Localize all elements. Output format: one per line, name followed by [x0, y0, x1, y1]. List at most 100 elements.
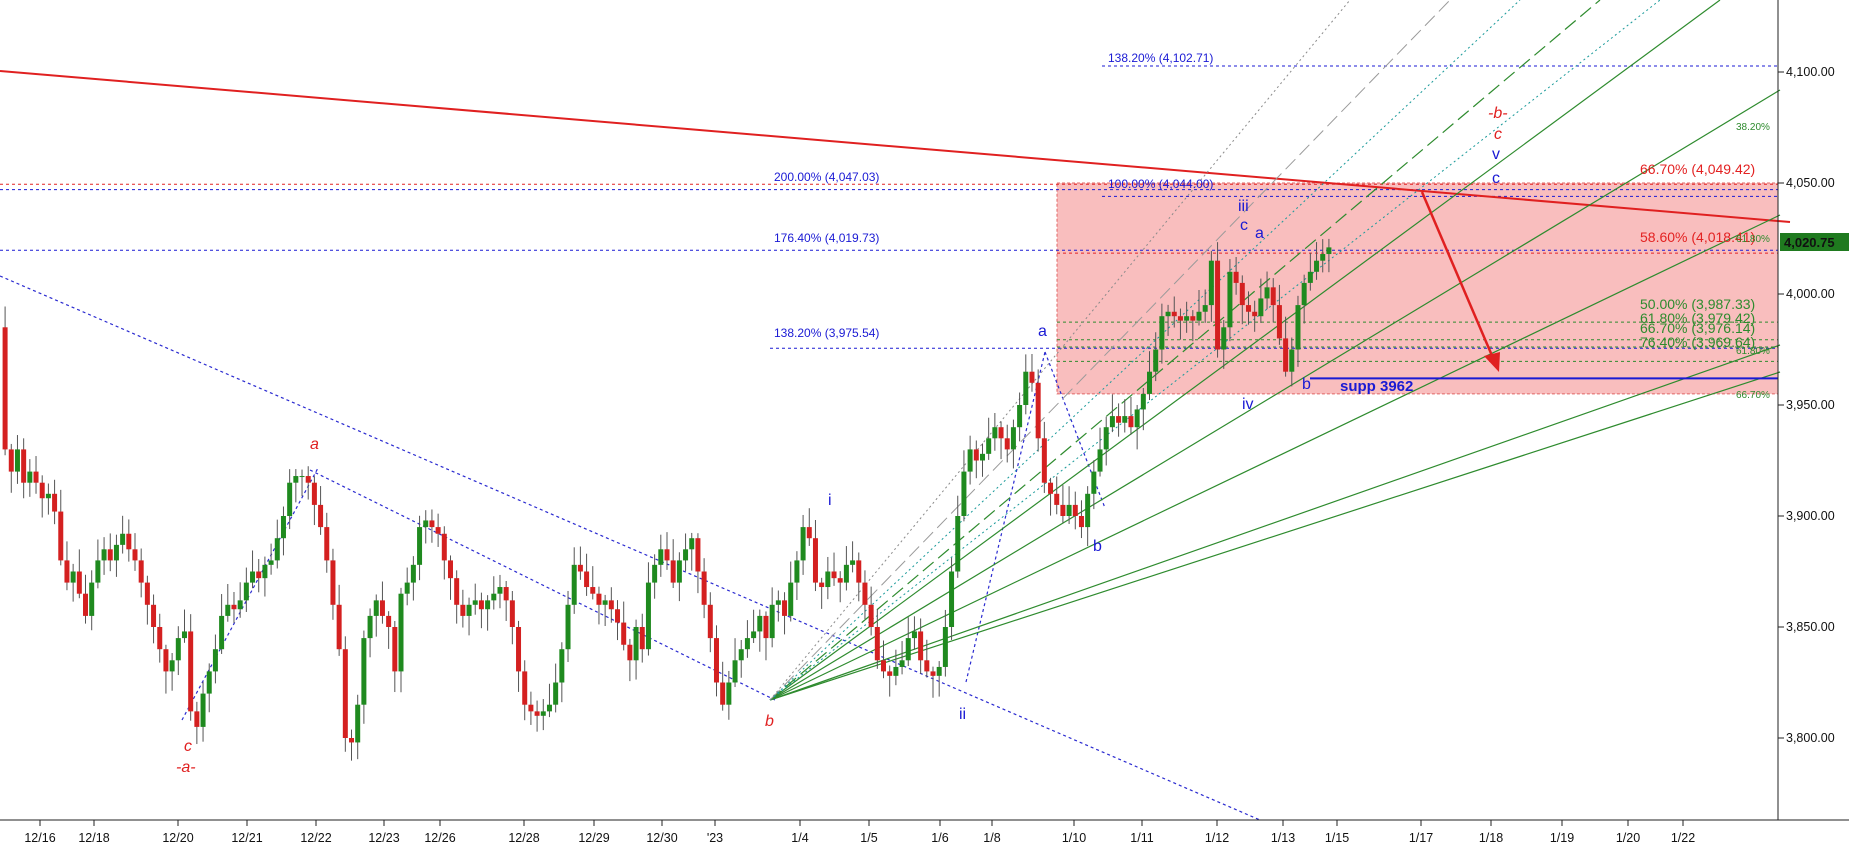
fan-dashed-2	[769, 0, 1451, 701]
fib-label-138-lower: 138.20% (3,975.54)	[774, 326, 879, 340]
candle-body	[200, 693, 206, 727]
candle-body	[299, 476, 305, 478]
fan-dotted-2	[769, 0, 1661, 701]
candle-body	[837, 578, 843, 583]
candle-body	[645, 582, 651, 650]
candle-body	[862, 582, 868, 605]
candle-body	[1072, 504, 1078, 516]
fib-label-66-green: 66.70% (3,976.14)	[1640, 320, 1755, 336]
candle-body	[1177, 316, 1183, 321]
candle-body	[812, 538, 818, 583]
candle-body	[1314, 260, 1320, 272]
x-tick-label: 1/8	[983, 831, 1000, 845]
candle-body	[1171, 311, 1177, 317]
candle-body	[911, 631, 917, 639]
candle-body	[806, 527, 812, 539]
candle-body	[237, 600, 243, 610]
candle-body	[355, 704, 361, 743]
y-tick-label: 4,000.00	[1786, 287, 1835, 301]
candle-body	[14, 449, 20, 472]
candle-body	[1066, 504, 1072, 516]
candle-body	[590, 587, 596, 594]
x-tick-label: 1/22	[1671, 831, 1695, 845]
candle-body	[528, 704, 534, 712]
candle-body	[64, 560, 70, 583]
candle-body	[738, 649, 744, 661]
candle-body	[1122, 416, 1128, 423]
candle-body	[429, 520, 435, 528]
blue-channel-line-upper	[309, 469, 776, 701]
candle-body	[256, 571, 262, 579]
x-tick-label: 1/17	[1409, 831, 1433, 845]
candle-body	[1270, 287, 1276, 306]
candle-body	[466, 604, 472, 616]
x-tick-label: 1/13	[1271, 831, 1295, 845]
candle-body	[1010, 427, 1016, 450]
last-price-badge: 4,020.75	[1780, 233, 1849, 251]
candle-body	[899, 660, 905, 667]
fan-label-61-b: 61.80%	[1736, 346, 1770, 357]
candle-body	[1060, 504, 1066, 516]
fib-label-200: 200.00% (4,047.03)	[774, 170, 879, 184]
candle-body	[918, 631, 924, 661]
candle-body	[472, 600, 478, 605]
candle-body	[559, 649, 565, 683]
blue-channel-line-lower	[0, 275, 1261, 821]
y-tick-label: 3,850.00	[1786, 620, 1835, 634]
candle-body	[1054, 493, 1060, 505]
x-tick-label: 1/4	[791, 831, 808, 845]
candle-body	[27, 471, 33, 483]
candle-body	[701, 571, 707, 605]
candle-body	[1326, 247, 1332, 255]
candle-body	[788, 582, 794, 616]
candle-body	[757, 615, 763, 632]
candle-body	[39, 482, 45, 499]
candle-body	[763, 615, 769, 639]
candle-body	[404, 582, 410, 594]
candle-body	[1239, 282, 1245, 306]
candle-body	[949, 571, 955, 627]
candle-body	[386, 615, 392, 627]
candle-body	[76, 571, 82, 594]
wave-label-red-c: c	[184, 738, 192, 755]
x-tick-label: 12/21	[231, 831, 262, 845]
candle-body	[392, 627, 398, 672]
x-tick-label: 12/29	[578, 831, 609, 845]
svg-text:4,020.75: 4,020.75	[1784, 235, 1835, 250]
fib-label-50-green: 50.00% (3,987.33)	[1640, 296, 1755, 312]
candle-body	[318, 504, 324, 528]
candle-body	[175, 638, 181, 661]
support-label: supp 3962	[1340, 378, 1413, 395]
candle-body	[707, 604, 713, 639]
x-tick-label: 12/18	[78, 831, 109, 845]
candle-body	[52, 493, 58, 512]
candle-body	[571, 564, 577, 605]
candle-body	[1208, 260, 1214, 306]
candle-body	[1245, 305, 1251, 312]
candle-body	[138, 560, 144, 583]
candle-body	[21, 449, 27, 483]
candle-body	[1252, 311, 1258, 317]
candle-body	[1078, 516, 1084, 528]
candle-body	[293, 476, 299, 483]
candle-body	[1184, 316, 1190, 321]
candle-body	[311, 482, 317, 505]
candle-body	[478, 600, 484, 610]
candle-body	[1227, 271, 1233, 328]
candlestick-series	[2, 238, 1332, 761]
candle-body	[596, 593, 602, 605]
wave-label-blue-iii: iii	[1238, 198, 1249, 215]
wave-label-blue-b: b	[1093, 538, 1102, 555]
candle-body	[936, 666, 942, 676]
wave-label-red-major-b: -b-	[1488, 105, 1508, 122]
fib-label-176: 176.40% (4,019.73)	[774, 231, 879, 245]
candle-body	[225, 604, 231, 616]
candle-body	[305, 476, 311, 483]
wave-label-blue-ii: ii	[959, 706, 966, 723]
candle-body	[540, 711, 546, 716]
candle-body	[998, 427, 1004, 439]
x-tick-label: 12/30	[646, 831, 677, 845]
candle-body	[336, 604, 342, 650]
